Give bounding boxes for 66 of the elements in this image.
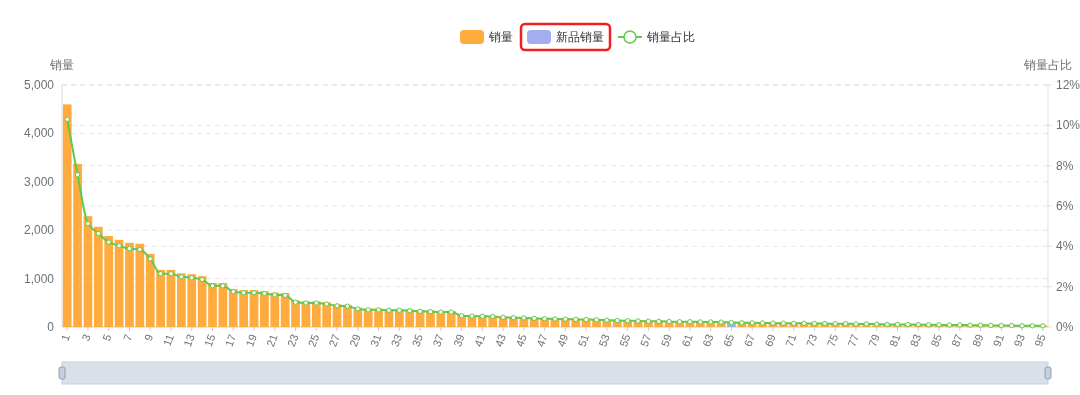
x-tick-label: 15 [201,332,218,349]
y-tick-label: 0 [47,320,55,334]
x-tick-label: 47 [534,332,550,349]
x-tick-label: 25 [305,332,322,349]
x-tick-label: 83 [907,332,924,349]
x-tick-label: 85 [928,332,944,349]
y2-tick-label: 12% [1056,78,1080,92]
y-tick-label: 3,000 [23,174,55,189]
x-tick-label: 51 [575,332,592,349]
y-axis-title: 销量 [49,58,74,72]
y2-tick-label: 4% [1056,239,1074,254]
x-tick-label: 23 [284,332,301,349]
legend-label: 销量占比 [646,30,695,44]
x-tick-label: 87 [949,332,965,349]
legend-label: 新品销量 [556,30,604,44]
y2-axis-title: 销量占比 [1023,58,1072,72]
y2-tick-label: 0% [1056,320,1074,334]
x-tick-label: 55 [617,332,633,349]
x-tick-label: 7 [120,332,135,343]
x-tick-label: 65 [720,332,737,349]
x-tick-label: 91 [990,332,1007,349]
x-tick-label: 17 [222,332,239,349]
x-tick-label: 11 [160,332,176,348]
y-tick-label: 5,000 [23,78,55,92]
x-tick-label: 57 [637,332,654,349]
y-tick-label: 2,000 [23,223,55,238]
x-tick-label: 45 [513,332,529,349]
x-tick-label: 79 [866,332,882,349]
x-tick-label: 89 [969,332,986,349]
x-tick-label: 37 [430,332,446,349]
x-tick-label: 1 [58,332,73,343]
x-tick-label: 53 [596,332,612,349]
x-tick-label: 27 [326,332,342,349]
y2-tick-label: 8% [1056,158,1074,173]
x-tick-label: 33 [388,332,405,349]
y2-tick-label: 10% [1056,118,1080,133]
x-tick-label: 9 [141,332,156,343]
x-tick-label: 75 [824,332,841,349]
legend-label: 销量 [488,30,513,44]
x-tick-label: 59 [658,332,675,349]
x-tick-label: 67 [741,332,758,349]
x-tick-label: 43 [492,332,508,349]
x-tick-label: 31 [367,332,384,349]
x-tick-label: 19 [243,332,259,349]
x-tick-label: 39 [451,332,467,349]
x-tick-label: 95 [1032,332,1048,349]
y2-tick-label: 6% [1056,199,1074,213]
x-tick-label: 93 [1011,332,1027,349]
x-tick-label: 61 [679,332,695,349]
y-tick-label: 1,000 [23,271,55,286]
x-tick-label: 77 [845,332,861,349]
x-tick-label: 13 [181,332,197,349]
x-tick-label: 29 [347,332,363,349]
x-tick-label: 63 [700,332,716,349]
x-tick-label: 73 [803,332,820,349]
x-tick-label: 35 [409,332,425,349]
y-tick-label: 4,000 [23,126,55,141]
x-tick-label: 71 [783,332,799,349]
y2-tick-label: 2% [1056,279,1074,294]
x-tick-label: 21 [264,332,280,349]
x-tick-label: 69 [762,332,778,349]
x-tick-label: 3 [79,332,93,343]
x-tick-label: 49 [554,332,571,349]
x-tick-label: 5 [100,332,114,343]
x-tick-label: 81 [886,332,903,349]
x-tick-label: 41 [471,332,488,349]
